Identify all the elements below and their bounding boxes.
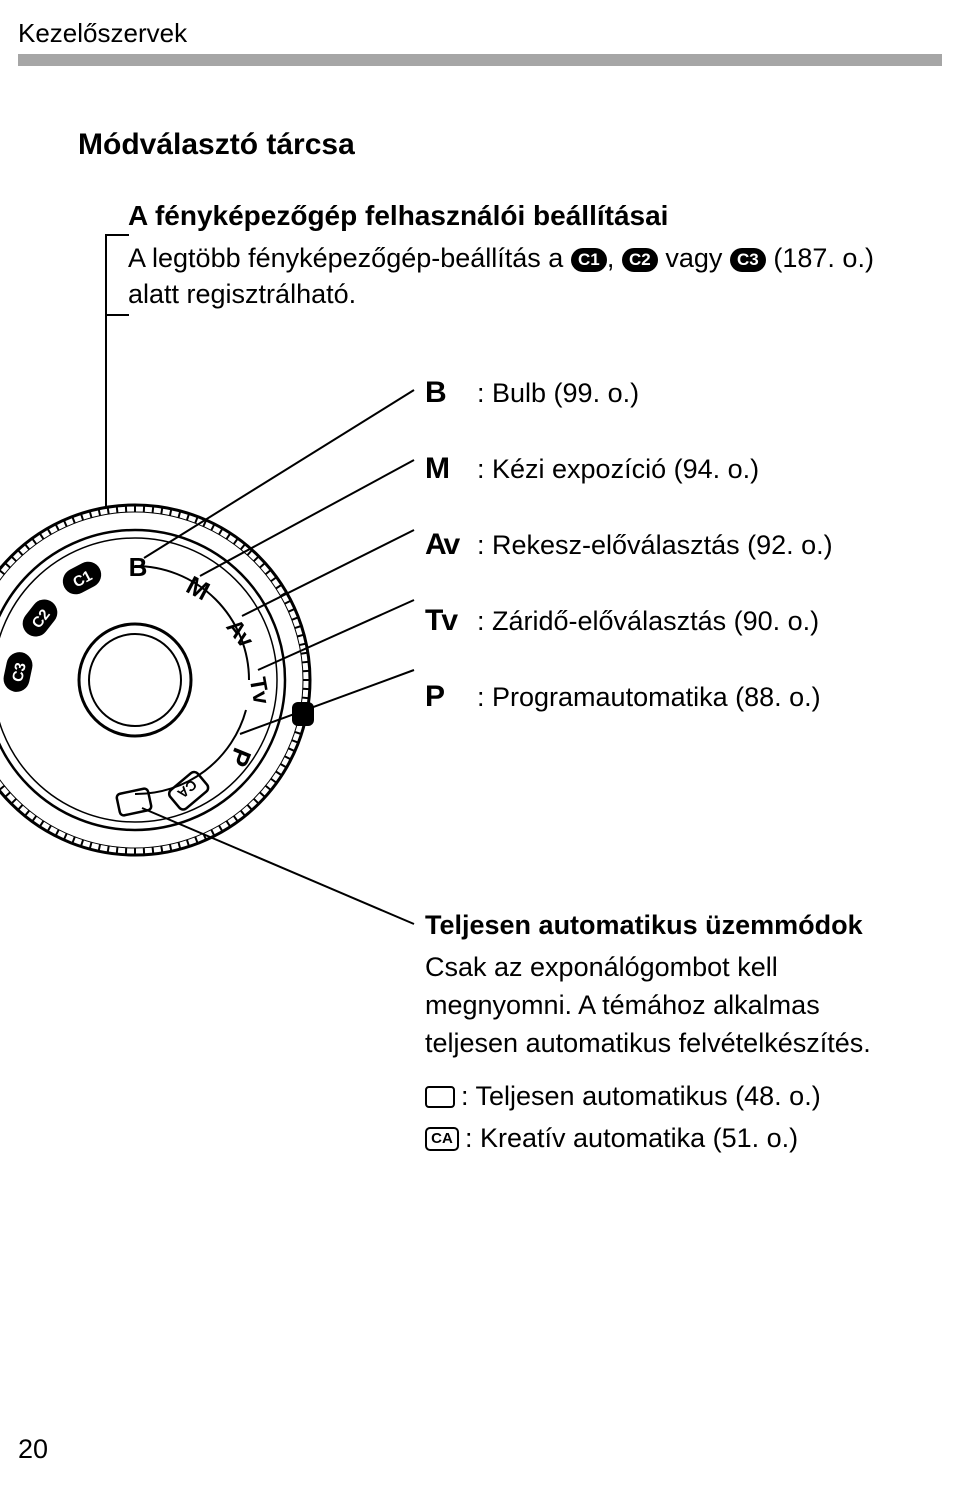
c2-icon: C2: [622, 248, 658, 272]
fullauto-icon: [425, 1086, 455, 1108]
mode-list: B : Bulb (99. o.) M : Kézi expozíció (94…: [425, 376, 833, 756]
auto-body: Csak az exponálógombot kell megnyomni. A…: [425, 949, 915, 1062]
mode-sym-p: P: [425, 680, 477, 714]
mode-row-p: P : Programautomatika (88. o.): [425, 680, 833, 714]
mode-row-tv: Tv : Záridő-előválasztás (90. o.): [425, 604, 833, 638]
mode-sym-tv: Tv: [425, 604, 477, 638]
bracket-top: [105, 234, 129, 316]
auto-line-ca: CA : Kreatív automatika (51. o.): [425, 1118, 915, 1160]
mode-row-m: M : Kézi expozíció (94. o.): [425, 452, 833, 486]
mode-row-b: B : Bulb (99. o.): [425, 376, 833, 410]
usersettings-prefix: A legtöbb fényképezőgép-beállítás a: [128, 243, 571, 273]
ca-icon: CA: [425, 1127, 459, 1151]
mode-sym-b: B: [425, 376, 477, 410]
page: Kezelőszervek Módválasztó tárcsa A fényk…: [0, 0, 960, 1491]
c1-icon: C1: [571, 248, 607, 272]
header-label: Kezelőszervek: [18, 18, 187, 49]
mode-sym-m: M: [425, 452, 477, 486]
section-title: Módválasztó tárcsa: [78, 128, 355, 162]
dial-label-b: B: [129, 552, 148, 582]
comma: ,: [607, 243, 622, 273]
c3-icon: C3: [730, 248, 766, 272]
mode-sym-av: Av: [425, 528, 477, 562]
auto-heading: Teljesen automatikus üzemmódok: [425, 910, 915, 941]
header-rule: [18, 54, 942, 66]
auto-block: Teljesen automatikus üzemmódok Csak az e…: [425, 910, 915, 1160]
mode-dial: B M Av Tv P CA C1: [0, 480, 370, 880]
usersettings-mid: vagy: [658, 243, 730, 273]
usersettings-body: A legtöbb fényképezőgép-beállítás a C1, …: [128, 240, 888, 313]
mode-desc-tv: : Záridő-előválasztás (90. o.): [477, 606, 819, 637]
dial-label-tv: Tv: [245, 675, 275, 706]
mode-desc-av: : Rekesz-előválasztás (92. o.): [477, 530, 833, 561]
mode-desc-b: : Bulb (99. o.): [477, 378, 639, 409]
auto-line-fullauto: : Teljesen automatikus (48. o.): [425, 1076, 915, 1118]
mode-desc-p: : Programautomatika (88. o.): [477, 682, 821, 713]
auto-line2-text: : Kreatív automatika (51. o.): [465, 1118, 798, 1160]
usersettings-heading: A fényképezőgép felhasználói beállításai: [128, 200, 668, 232]
auto-line1-text: : Teljesen automatikus (48. o.): [461, 1076, 821, 1118]
page-number: 20: [18, 1434, 48, 1465]
mode-desc-m: : Kézi expozíció (94. o.): [477, 454, 759, 485]
mode-row-av: Av : Rekesz-előválasztás (92. o.): [425, 528, 833, 562]
